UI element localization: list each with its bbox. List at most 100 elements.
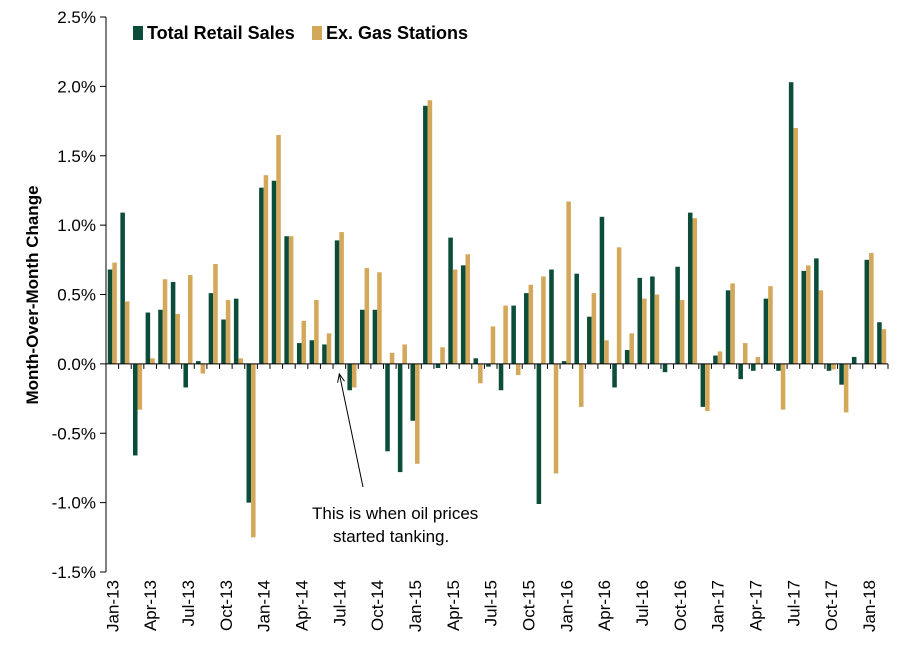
x-tick-label: Jan-15: [406, 580, 425, 632]
bar-ex-gas: [831, 363, 836, 370]
bar-ex-gas: [604, 340, 609, 364]
bar-ex-gas: [629, 333, 634, 364]
legend-swatch-total: [133, 26, 143, 40]
legend: Total Retail Sales Ex. Gas Stations: [133, 23, 468, 43]
bar-ex-gas: [187, 275, 193, 364]
bar-total-retail: [360, 309, 365, 364]
bar-total-retail: [221, 319, 226, 364]
bar-ex-gas: [566, 201, 571, 364]
bar-total-retail: [536, 363, 542, 505]
x-tick-label: Oct-14: [368, 580, 387, 631]
bar-total-retail: [347, 363, 352, 391]
bar-total-retail: [372, 309, 378, 364]
y-tick-label: 0.0%: [57, 355, 96, 374]
bar-ex-gas: [112, 262, 117, 364]
x-tick-label: Jan-16: [557, 580, 576, 632]
legend-label-total: Total Retail Sales: [147, 23, 295, 43]
bar-ex-gas: [415, 363, 420, 464]
annotation-line-2: started tanking.: [333, 527, 449, 546]
bar-total-retail: [397, 363, 403, 473]
bar-ex-gas: [578, 363, 584, 407]
bar-ex-gas: [124, 301, 130, 364]
bar-total-retail: [498, 363, 504, 391]
bar-total-retail: [877, 322, 882, 364]
bar-ex-gas: [642, 298, 647, 364]
bar-ex-gas: [705, 363, 710, 412]
bar-total-retail: [145, 312, 151, 364]
bar-total-retail: [687, 212, 693, 364]
x-tick-label: Jul-14: [330, 580, 349, 626]
bar-total-retail: [662, 363, 668, 373]
x-tick-label: Jul-15: [482, 580, 501, 626]
bar-ex-gas: [553, 363, 559, 474]
bar-total-retail: [246, 363, 252, 503]
bar-total-retail: [776, 363, 781, 371]
bar-ex-gas: [377, 272, 382, 364]
bar-ex-gas: [768, 286, 773, 364]
annotation-arrowhead: [337, 372, 345, 383]
bar-ex-gas: [288, 236, 294, 364]
bar-ex-gas: [150, 358, 155, 364]
bar-total-retail: [460, 265, 466, 364]
bar-total-retail: [486, 363, 491, 367]
y-tick-label: -0.5%: [52, 424, 96, 443]
bar-total-retail: [851, 356, 857, 364]
bar-total-retail: [196, 361, 201, 364]
bar-ex-gas: [263, 175, 269, 364]
x-tick-label: Jan-13: [103, 580, 122, 632]
bar-total-retail: [233, 298, 239, 364]
x-tick-label: Apr-14: [293, 580, 312, 631]
bar-ex-gas: [402, 344, 407, 364]
bar-total-retail: [725, 290, 731, 364]
bar-ex-gas: [793, 128, 798, 364]
x-tick-label: Apr-17: [747, 580, 766, 631]
bar-ex-gas: [616, 247, 622, 364]
bar-ex-gas: [503, 305, 508, 364]
bar-total-retail: [561, 361, 567, 364]
bar-ex-gas: [339, 232, 344, 364]
x-tick-label: Apr-15: [444, 580, 463, 631]
bar-ex-gas: [200, 363, 206, 374]
x-tick-label: Oct-16: [671, 580, 690, 631]
bar-total-retail: [259, 187, 264, 364]
plot-area: -1.5% -1.0% -0.5% 0.0% 0.5% 1.0% 1.5% 2.0% 2.5% J…: [52, 8, 900, 632]
bar-ex-gas: [654, 294, 660, 364]
bar-total-retail: [435, 363, 441, 369]
x-tick-label: Jul-17: [784, 580, 803, 626]
bar-total-retail: [713, 355, 718, 364]
bar-total-retail: [624, 350, 630, 364]
bar-ex-gas: [780, 363, 786, 410]
x-tick-label: Jul-13: [179, 580, 198, 626]
y-tick-label: 0.5%: [57, 286, 96, 305]
bar-total-retail: [158, 309, 163, 364]
bar-ex-gas: [679, 300, 685, 364]
bar-total-retail: [637, 277, 643, 364]
bar-ex-gas: [490, 326, 496, 364]
bar-total-retail: [309, 340, 315, 364]
bar-total-retail: [650, 276, 655, 364]
legend-swatch-ex-gas: [312, 26, 322, 40]
x-tick-label: Oct-13: [217, 580, 236, 631]
x-tick-label: Jan-18: [860, 580, 879, 632]
bar-ex-gas: [326, 333, 332, 364]
bar-ex-gas: [238, 358, 243, 364]
bar-total-retail: [410, 363, 416, 421]
x-tick-label: Oct-15: [520, 580, 539, 631]
bar-total-retail: [675, 266, 680, 364]
bar-ex-gas: [818, 290, 824, 364]
bar-total-retail: [208, 293, 214, 364]
legend-label-ex-gas: Ex. Gas Stations: [326, 23, 468, 43]
bar-total-retail: [814, 258, 819, 364]
bar-ex-gas: [881, 329, 887, 364]
y-tick-label: 2.5%: [57, 8, 96, 27]
bar-total-retail: [826, 363, 832, 371]
bar-ex-gas: [730, 283, 735, 364]
x-tick-label: Jan-14: [255, 580, 274, 632]
bar-ex-gas: [515, 363, 521, 375]
y-axis-label: Month-Over-Month Change: [23, 185, 42, 404]
y-tick-label: 1.5%: [57, 147, 96, 166]
bar-total-retail: [296, 343, 302, 364]
bar-ex-gas: [389, 352, 395, 364]
bar-ex-gas: [843, 363, 849, 413]
